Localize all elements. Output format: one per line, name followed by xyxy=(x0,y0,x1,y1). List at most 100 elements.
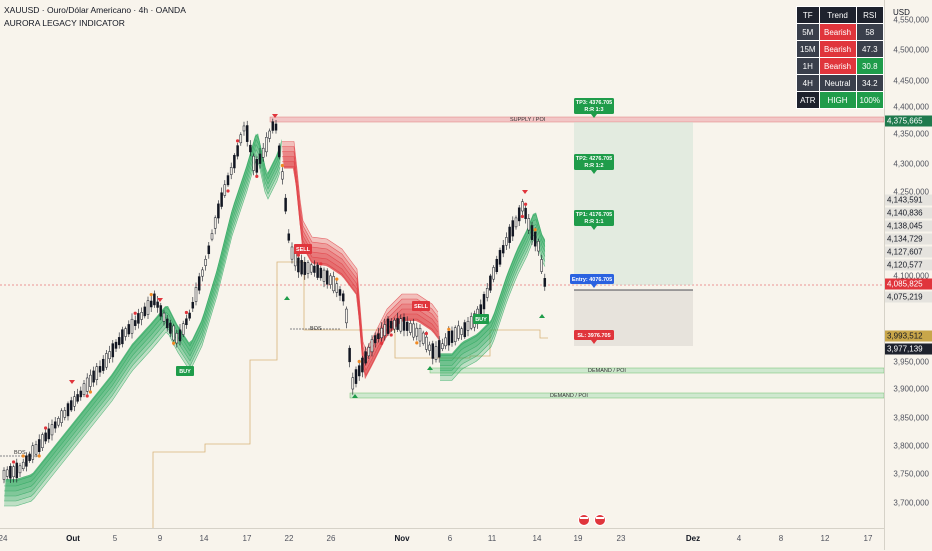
candle xyxy=(169,322,172,334)
candle xyxy=(146,300,150,315)
ribbon-band xyxy=(440,212,545,371)
candle xyxy=(60,410,63,423)
candle xyxy=(53,421,57,429)
table-cell-rsi: 58 xyxy=(855,23,885,41)
chart-area[interactable]: SUPPLY / POI DEMAND / POI DEMAND / POI B… xyxy=(0,0,885,528)
candle xyxy=(185,318,188,326)
candle xyxy=(377,333,380,339)
time-axis-label: 17 xyxy=(863,534,873,543)
ribbon-line xyxy=(440,234,546,376)
candle xyxy=(34,444,38,455)
candle xyxy=(111,343,115,358)
candle xyxy=(457,325,460,339)
svg-text:SELL: SELL xyxy=(414,304,429,310)
time-axis[interactable]: 24 Out 5 9 14 17 22 26 Nov 6 11 14 19 23 Dez 4 8 12 17 xyxy=(0,528,884,551)
candle xyxy=(527,218,531,231)
candle xyxy=(37,439,41,452)
price-chart[interactable]: SUPPLY / POI DEMAND / POI DEMAND / POI B… xyxy=(0,0,885,528)
signal-dot xyxy=(319,262,323,266)
signal-dot xyxy=(85,394,89,398)
candle xyxy=(274,123,278,131)
candle xyxy=(367,347,371,357)
candle xyxy=(239,134,243,144)
candle xyxy=(153,293,156,306)
ribbon-line xyxy=(4,138,281,487)
candle xyxy=(194,287,198,302)
candle xyxy=(50,424,54,436)
candle xyxy=(460,328,463,335)
bos-label-2: BOS xyxy=(310,326,322,332)
ribbon-line xyxy=(282,141,439,351)
table-cell-tf: 5M xyxy=(796,23,820,41)
candle xyxy=(76,394,79,402)
candle xyxy=(226,175,230,186)
ribbon-line xyxy=(440,219,546,361)
candle xyxy=(514,217,518,228)
ribbon-line xyxy=(4,143,281,492)
candle xyxy=(149,300,153,308)
candle xyxy=(69,400,73,411)
candle xyxy=(492,267,495,280)
candle xyxy=(162,312,166,322)
candle xyxy=(236,145,239,157)
candle xyxy=(210,233,214,240)
candle xyxy=(389,321,393,329)
supply-zone xyxy=(269,116,885,123)
candle xyxy=(405,321,409,331)
candle xyxy=(143,306,147,317)
signal-triangle xyxy=(522,190,528,194)
signal-dot xyxy=(21,454,25,458)
candle xyxy=(421,332,425,344)
time-axis-label: 6 xyxy=(447,534,453,543)
ribbon-line xyxy=(440,224,546,366)
candle xyxy=(508,226,511,243)
symbol-title: XAUUSD · Ouro/Dólar Americano · 4h · OAN… xyxy=(4,5,186,15)
candle xyxy=(281,171,284,180)
currency-label[interactable]: USD xyxy=(893,8,910,17)
candle xyxy=(437,340,441,358)
candle xyxy=(44,432,47,442)
indicator-title: AURORA LEGACY INDICATOR xyxy=(4,18,125,28)
time-axis-label: 4 xyxy=(736,534,742,543)
us-event-flags-icon[interactable] xyxy=(578,514,606,526)
candle xyxy=(105,353,108,368)
candle xyxy=(501,245,505,254)
price-axis-label: 3,900,000 xyxy=(893,384,929,394)
candle xyxy=(537,241,540,252)
svg-text:TP2: 4276.705: TP2: 4276.705 xyxy=(576,156,612,162)
candle xyxy=(57,418,60,426)
candle xyxy=(233,154,236,169)
candle xyxy=(357,365,361,377)
candle xyxy=(489,275,492,291)
time-axis-label: 8 xyxy=(778,534,784,543)
table-head-rsi: RSI xyxy=(855,6,885,24)
price-axis[interactable]: USD 4,550,000 4,500,000 4,450,000 4,400,000… xyxy=(884,0,932,550)
candle xyxy=(495,258,499,272)
signal-dot xyxy=(533,228,537,232)
signal-dot xyxy=(88,390,92,394)
price-axis-label: 3,800,000 xyxy=(893,441,929,451)
candle xyxy=(95,366,99,381)
table-row: 15M Bearish 47.3 xyxy=(796,40,885,58)
time-axis-label: Out xyxy=(66,534,80,543)
candle xyxy=(434,346,438,360)
candle xyxy=(277,145,281,158)
candle xyxy=(393,319,396,330)
candle xyxy=(364,351,367,364)
candles xyxy=(2,114,547,484)
signal-triangle xyxy=(539,314,545,318)
candle xyxy=(28,453,31,461)
candle xyxy=(338,289,342,296)
price-axis-label: 4,100,000 xyxy=(893,271,929,281)
price-tag: 4,085,825 xyxy=(885,278,932,290)
candle xyxy=(140,312,143,320)
candle xyxy=(18,465,22,474)
price-axis-label: 4,300,000 xyxy=(893,159,929,169)
candle xyxy=(9,465,12,479)
svg-text:SELL: SELL xyxy=(296,247,311,253)
candle xyxy=(249,144,252,153)
candle xyxy=(82,383,86,395)
candle xyxy=(306,262,310,274)
trend-table: TF Trend RSI 5M Bearish 58 15M Bearish 4… xyxy=(796,6,885,109)
time-axis-label: 23 xyxy=(616,534,626,543)
